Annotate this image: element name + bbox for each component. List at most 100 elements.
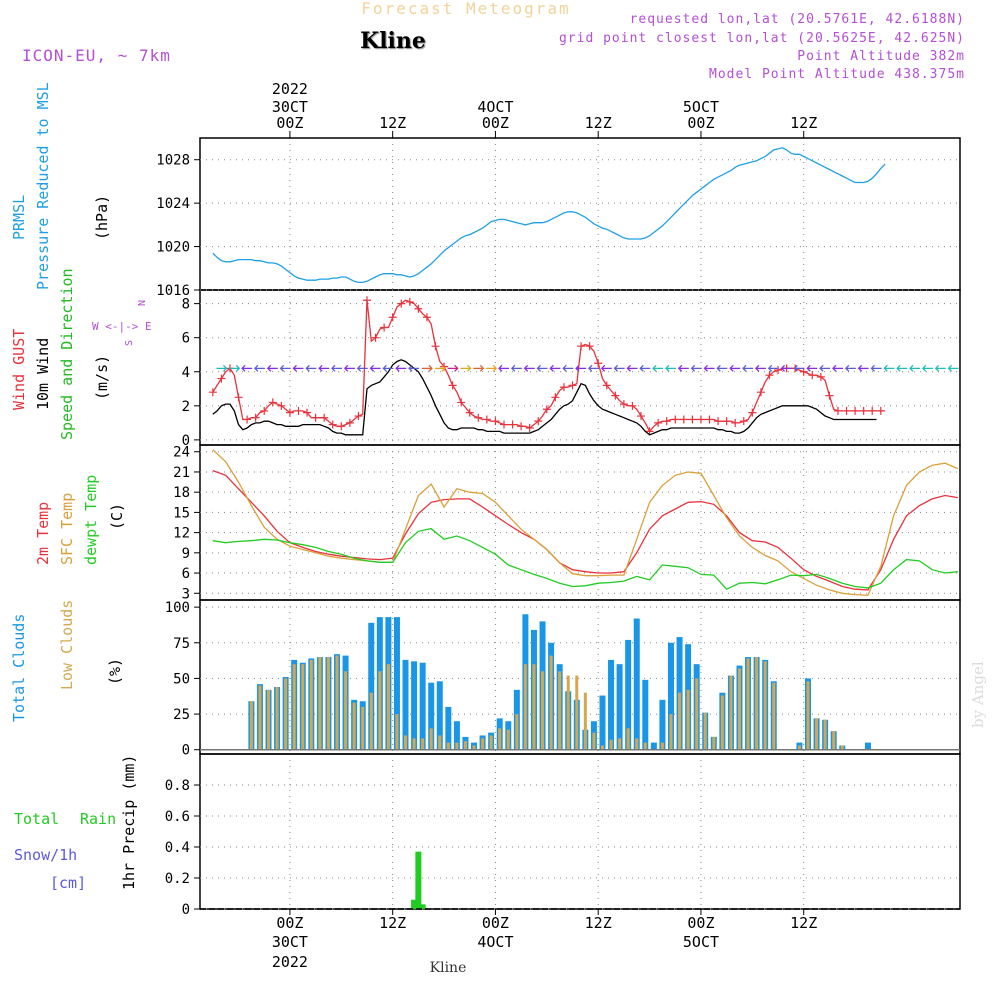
low-cloud-bar — [600, 745, 604, 750]
rain-bar — [415, 851, 422, 909]
gust-marker — [637, 412, 646, 421]
precip-snow-label: Snow/1h — [14, 846, 77, 864]
wind-direction-arrow — [767, 364, 779, 372]
wind-direction-arrow — [305, 364, 317, 372]
low-cloud-bar — [746, 658, 750, 750]
gust-marker — [577, 342, 586, 351]
gust-marker — [568, 381, 577, 390]
low-cloud-bar — [832, 731, 836, 750]
precip-total-label: Total — [14, 810, 59, 828]
gust-marker — [285, 408, 294, 417]
low-cloud-bar — [258, 685, 262, 750]
gust-marker — [774, 366, 783, 375]
rain-bar — [411, 899, 418, 909]
total-cloud-bar — [642, 679, 649, 750]
low-cloud-bar — [498, 728, 502, 750]
top-title: Forecast Meteogram — [361, 0, 570, 18]
wind-direction-arrow — [832, 364, 843, 372]
low-cloud-bar — [463, 741, 467, 750]
total-cloud-bar — [650, 742, 657, 750]
gust-marker — [277, 401, 286, 410]
y-tick-label: 0 — [182, 902, 190, 918]
wind-direction-arrow — [279, 364, 291, 372]
wind-direction-arrow — [331, 364, 343, 372]
wind-direction-arrow — [844, 364, 856, 372]
wind-direction-arrow — [421, 364, 433, 372]
bottom-date-label: 5OCT — [683, 933, 719, 951]
gust-marker — [405, 297, 414, 306]
wind-direction-arrow — [343, 364, 355, 372]
wind-direction-arrow — [369, 364, 381, 372]
gust-marker — [611, 391, 620, 400]
wind-direction-arrow — [742, 364, 754, 372]
bottom-time-tick: 00Z — [482, 914, 509, 932]
total-cloud-bar — [419, 662, 426, 750]
direction-axis-title: Speed and Direction — [58, 268, 76, 440]
temp-2m-line — [212, 469, 959, 591]
y-tick-label: 9 — [182, 546, 190, 562]
total-cloud-bar — [864, 742, 871, 750]
low-cloud-bar — [249, 701, 253, 750]
low-cloud-bar — [720, 695, 724, 750]
gust-marker — [551, 393, 560, 402]
wind-direction-arrow — [382, 364, 394, 372]
top-time-tick: 12Z — [379, 114, 406, 132]
wind-direction-arrow — [613, 364, 625, 372]
gust-marker — [688, 415, 697, 424]
wind-direction-arrow — [318, 364, 330, 372]
low-cloud-bar — [729, 675, 733, 750]
bottom-station-label: Kline — [430, 960, 467, 976]
low-cloud-bar — [455, 742, 459, 750]
total-cloud-bar — [402, 659, 409, 750]
gust-marker — [868, 406, 877, 415]
low-cloud-bar — [352, 702, 356, 750]
top-time-tick: 12Z — [585, 114, 612, 132]
y-tick-label: 6 — [182, 331, 190, 347]
pressure-line — [212, 147, 886, 284]
bottom-time-tick: 00Z — [687, 914, 714, 932]
y-tick-label: 0.4 — [165, 840, 190, 856]
total-cloud-bar — [453, 721, 460, 750]
gust-axis-title: Wind GUST — [10, 329, 28, 410]
gust-marker — [508, 420, 517, 429]
y-tick-label: 0.6 — [165, 809, 190, 825]
low-cloud-bar — [515, 714, 519, 750]
gust-marker — [705, 415, 714, 424]
gust-marker — [714, 417, 723, 426]
temp-axis-title: 2m Temp — [34, 502, 52, 565]
low-cloud-bar — [438, 735, 442, 750]
gust-marker — [559, 383, 568, 392]
low-cloud-bar — [386, 664, 390, 750]
low-cloud-bar — [301, 664, 305, 750]
wind-direction-arrow — [703, 364, 715, 372]
gust-marker — [294, 406, 303, 415]
wind-unit: (m/s) — [93, 355, 111, 400]
gust-marker — [662, 417, 671, 426]
gust-marker — [354, 412, 363, 421]
y-tick-label: 2 — [182, 399, 190, 415]
panel-frame — [199, 753, 961, 910]
info-line-1: requested lon,lat (20.5761E, 42.6188N) — [630, 12, 965, 27]
y-tick-label: 15 — [173, 505, 190, 521]
y-tick-label: 75 — [173, 636, 190, 652]
low-cloud-bar — [558, 671, 562, 750]
low-cloud-bar — [772, 682, 776, 750]
bottom-date-label: 30CT — [272, 933, 308, 951]
gust-marker — [337, 422, 346, 431]
gust-marker — [422, 313, 431, 322]
y-tick-label: 25 — [173, 707, 190, 723]
low-cloud-bar — [703, 712, 707, 750]
gust-marker — [851, 406, 860, 415]
gust-marker — [696, 415, 705, 424]
dewpt-line — [212, 527, 958, 590]
low-cloud-bar — [532, 664, 536, 750]
low-cloud-bar — [284, 678, 288, 750]
gust-marker — [303, 408, 312, 417]
gust-marker — [585, 342, 594, 351]
low-cloud-bar — [549, 655, 553, 750]
gust-marker — [799, 367, 808, 376]
info-line-4: Model Point Altitude 438.375m — [709, 67, 965, 82]
low-cloud-bar — [643, 742, 647, 750]
wind-direction-arrow — [216, 364, 228, 372]
